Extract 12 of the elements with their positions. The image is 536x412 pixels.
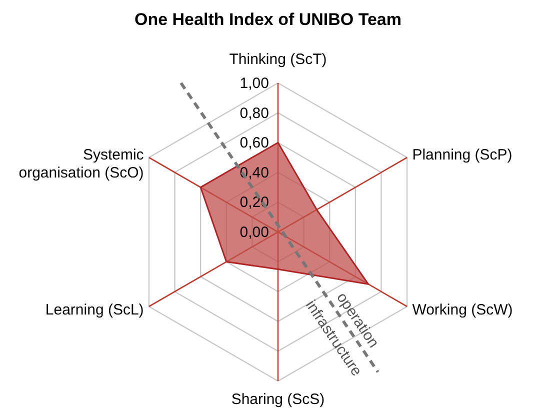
spoke-label: Sharing (ScS) — [231, 390, 325, 408]
y-tick-label: 0,60 — [240, 134, 269, 152]
y-tick-label: 1,00 — [240, 75, 269, 92]
y-tick-label: 0,80 — [240, 104, 269, 122]
y-tick-label: 0,00 — [240, 224, 269, 241]
chart-title: One Health Index of UNIBO Team — [134, 10, 402, 29]
spoke-label: Systemic organisation (ScO) — [18, 146, 144, 182]
spoke-label: Working (ScW) — [412, 301, 513, 318]
spoke-label: Thinking (ScT) — [229, 51, 327, 68]
y-tick-label: 0,40 — [240, 164, 269, 182]
spoke-label: Planning (ScP) — [412, 146, 512, 164]
spoke-label: Learning (ScL) — [45, 301, 144, 318]
